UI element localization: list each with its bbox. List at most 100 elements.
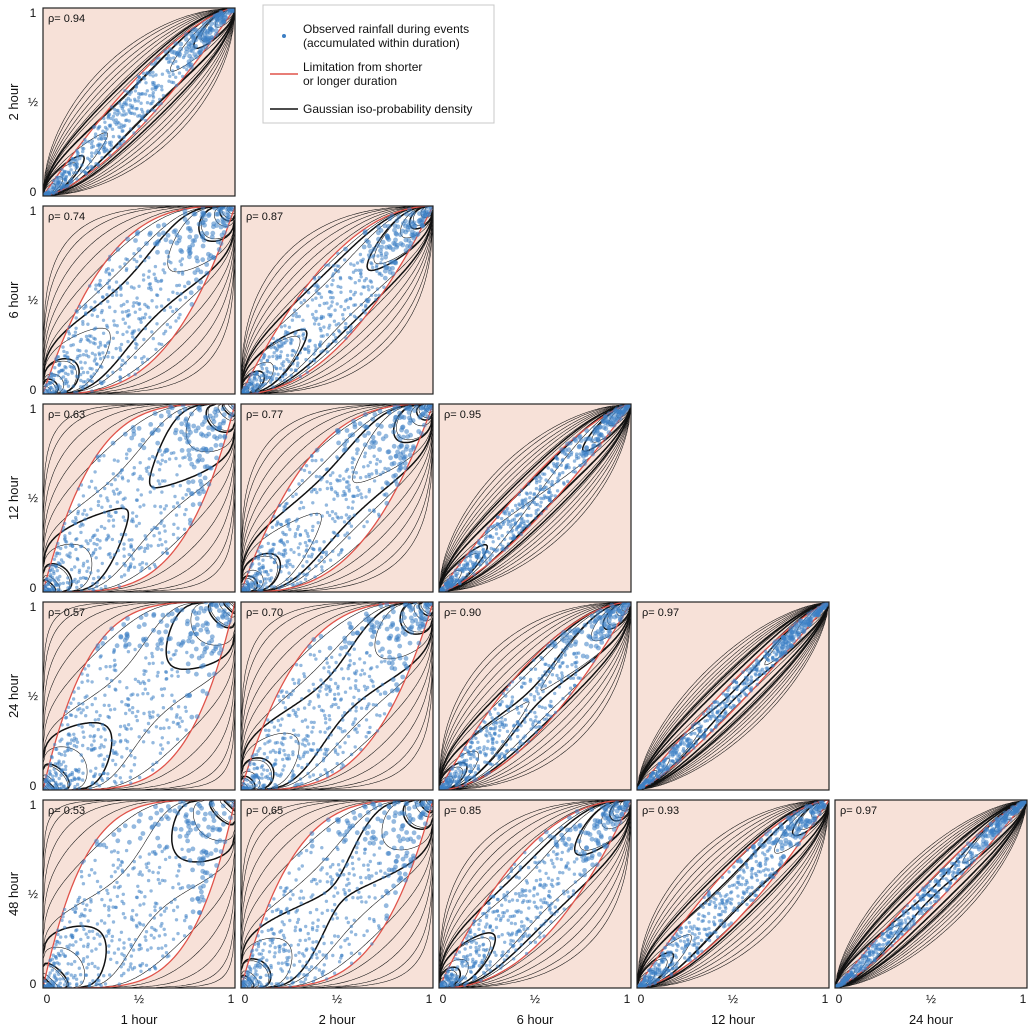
observation-point <box>134 514 139 518</box>
observation-point <box>683 732 688 736</box>
observation-point <box>316 521 320 525</box>
observation-point <box>130 425 136 430</box>
observation-point <box>487 710 492 714</box>
observation-point <box>169 707 174 711</box>
observation-point <box>370 434 376 440</box>
observation-point <box>343 533 347 537</box>
limitation-line-lower <box>241 206 433 394</box>
observation-point <box>469 756 473 761</box>
observation-point <box>323 768 327 772</box>
observation-point <box>268 739 272 743</box>
observation-point <box>568 643 574 648</box>
observation-point <box>158 482 162 486</box>
observation-point <box>537 720 542 724</box>
observation-point <box>352 720 356 724</box>
observation-point <box>574 665 578 669</box>
observation-point <box>624 605 629 611</box>
observation-point <box>179 421 185 427</box>
observation-point <box>124 632 130 637</box>
observation-point <box>397 415 403 421</box>
observation-point <box>490 736 495 741</box>
observation-point <box>154 73 158 77</box>
observation-point <box>178 298 182 302</box>
observation-point <box>247 588 252 592</box>
observation-point <box>112 458 117 462</box>
observation-point <box>361 244 367 250</box>
observation-point <box>99 587 103 591</box>
observation-point <box>187 246 193 252</box>
observation-point <box>560 661 564 665</box>
observation-point <box>199 653 205 659</box>
observation-point <box>67 359 71 363</box>
observation-point <box>374 468 378 473</box>
observation-point <box>410 210 416 216</box>
observation-point <box>338 474 342 478</box>
observation-point <box>213 646 219 652</box>
observation-point <box>325 284 329 288</box>
observation-point <box>213 32 219 37</box>
observed-points <box>241 206 433 394</box>
observation-point <box>189 491 195 496</box>
observation-point <box>164 540 168 544</box>
observation-point <box>69 748 73 752</box>
observation-point <box>297 314 301 319</box>
observation-point <box>74 161 79 165</box>
observation-point <box>551 462 556 466</box>
observation-point <box>139 545 143 550</box>
observation-point <box>199 214 205 220</box>
observation-point <box>190 238 196 244</box>
observation-point <box>120 700 124 704</box>
observation-point <box>332 332 336 337</box>
observation-point <box>421 624 426 629</box>
observation-point <box>346 305 350 310</box>
observation-point <box>426 611 432 616</box>
observation-point <box>122 554 126 558</box>
observation-point <box>584 654 590 660</box>
observation-point <box>99 137 104 141</box>
observation-point <box>161 551 165 555</box>
observation-point <box>549 714 553 718</box>
observation-point <box>125 616 130 621</box>
observation-point <box>113 510 118 514</box>
observation-point <box>174 456 178 461</box>
observation-point <box>281 768 285 772</box>
observation-point <box>83 303 88 307</box>
observation-point <box>54 186 59 190</box>
observation-point <box>282 543 287 547</box>
observation-point <box>99 284 103 288</box>
observation-point <box>170 80 174 84</box>
observation-point <box>90 351 95 355</box>
observation-point <box>55 747 59 751</box>
observation-point <box>352 424 358 430</box>
observation-point <box>115 145 119 149</box>
observation-point <box>572 466 577 470</box>
observation-point <box>100 778 105 783</box>
observation-point <box>393 237 398 243</box>
observation-point <box>294 311 298 316</box>
observation-point <box>446 578 451 582</box>
observation-point <box>255 578 259 582</box>
observation-point <box>334 702 338 707</box>
observation-point <box>297 334 301 339</box>
observation-point <box>338 745 342 749</box>
observation-point <box>593 617 599 623</box>
observation-point <box>327 665 331 669</box>
observation-point <box>110 127 115 131</box>
observation-point <box>293 534 297 539</box>
observation-point <box>348 296 353 301</box>
observation-point <box>418 610 424 615</box>
observation-point <box>485 529 489 534</box>
observation-point <box>71 343 76 347</box>
observation-point <box>97 125 101 130</box>
observation-point <box>184 435 189 441</box>
observation-point <box>454 784 458 788</box>
observation-point <box>285 540 290 544</box>
observation-point <box>106 299 110 304</box>
observation-point <box>258 385 262 390</box>
observation-point <box>515 526 519 530</box>
observation-point <box>540 682 545 686</box>
observation-point <box>372 412 378 417</box>
observation-point <box>347 621 352 626</box>
observation-point <box>124 118 128 123</box>
observation-point <box>207 30 213 36</box>
